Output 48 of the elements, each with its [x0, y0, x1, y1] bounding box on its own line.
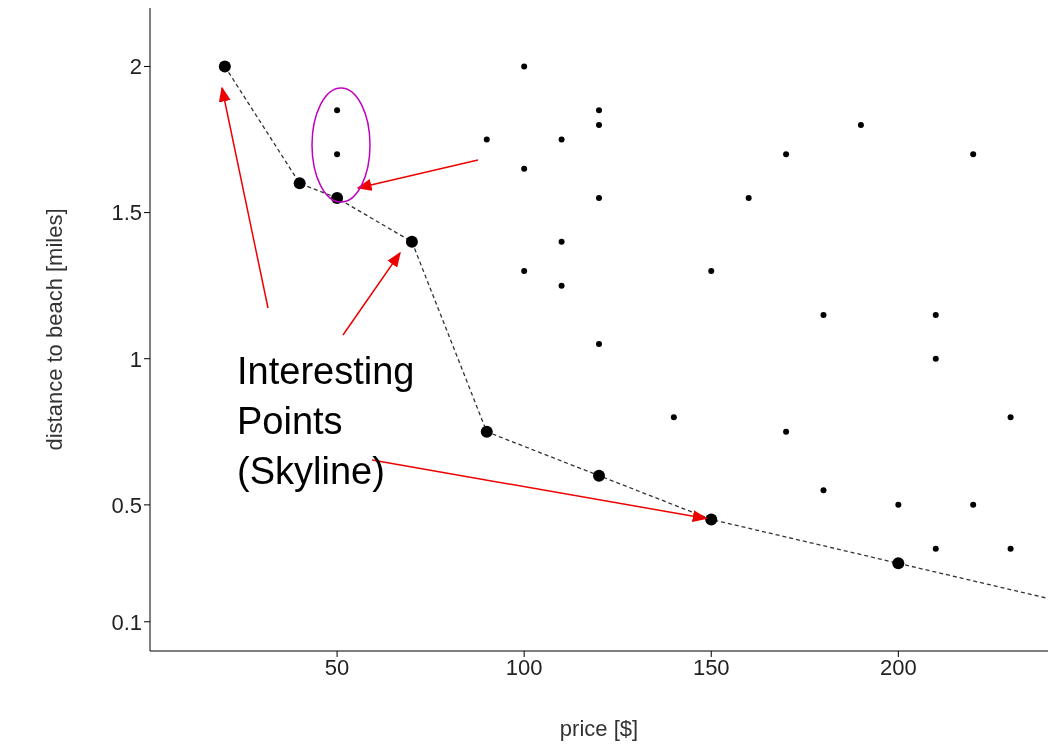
x-tick-label: 50: [324, 654, 350, 680]
point: [218, 60, 231, 73]
y-tick-label: 2: [129, 54, 142, 80]
point: [932, 545, 939, 552]
point: [708, 268, 715, 275]
point: [970, 501, 977, 508]
point: [970, 151, 977, 158]
point: [932, 355, 939, 362]
y-axis-title: distance to beach [miles]: [41, 208, 67, 451]
x-tick-label: 200: [879, 654, 917, 680]
point: [1007, 414, 1014, 421]
point: [558, 282, 565, 289]
point: [857, 121, 864, 128]
point: [783, 428, 790, 435]
x-axis-title: price [$]: [559, 716, 639, 741]
point: [745, 194, 752, 201]
point: [596, 341, 602, 348]
point: [558, 238, 565, 245]
y-tick-label: 0.1: [111, 609, 142, 635]
x-tick-label: 100: [505, 654, 543, 680]
point: [521, 63, 528, 70]
point: [596, 107, 602, 114]
point: [670, 414, 677, 421]
annotation: Interesting Points (Skyline): [237, 349, 415, 494]
point: [521, 165, 528, 172]
point: [596, 194, 602, 201]
point: [932, 311, 939, 318]
y-tick-label: 1.5: [111, 200, 142, 226]
y-tick-label: 1: [129, 346, 142, 372]
point: [783, 151, 790, 158]
point: [892, 557, 905, 570]
point: [705, 513, 718, 526]
point: [820, 311, 827, 318]
point: [1007, 545, 1014, 552]
x-tick-label: 150: [692, 654, 730, 680]
point: [405, 235, 418, 248]
point: [334, 107, 341, 114]
point: [593, 469, 605, 482]
point: [293, 177, 306, 190]
point: [521, 268, 528, 275]
point: [480, 425, 493, 438]
point: [334, 151, 341, 158]
point: [820, 487, 827, 494]
point: [483, 136, 490, 143]
point: [558, 136, 565, 143]
point: [596, 121, 602, 128]
point: [895, 501, 902, 508]
y-tick-label: 0.5: [111, 492, 142, 518]
